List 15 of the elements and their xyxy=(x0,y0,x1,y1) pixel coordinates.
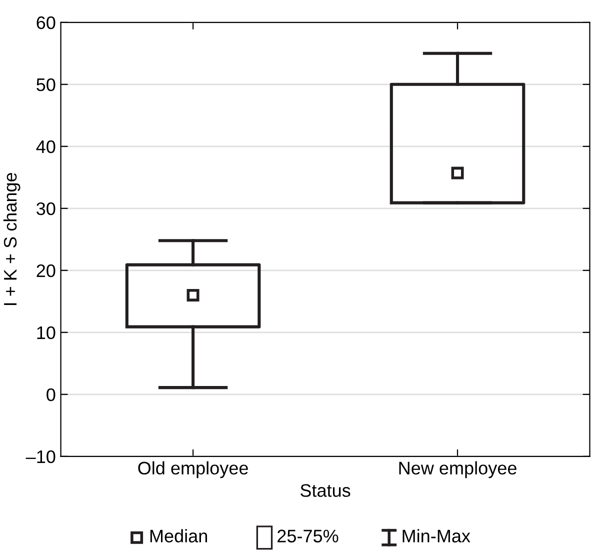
y-axis-title: I + K + S change xyxy=(3,172,20,305)
text: Min-Max xyxy=(402,529,470,542)
y-tick-label: 20 xyxy=(36,264,56,278)
x-tick-label: New employee xyxy=(399,461,516,478)
y-tick-label: –10 xyxy=(26,450,56,464)
text: Median xyxy=(150,529,208,542)
y-tick-label: 40 xyxy=(36,140,56,154)
y-tick-label: 60 xyxy=(36,16,56,30)
x-tick-label: Old employee xyxy=(138,461,248,478)
y-tick-label: 10 xyxy=(37,326,56,340)
y-tick-label: 50 xyxy=(36,78,56,92)
x-axis-title: Status xyxy=(300,484,350,497)
y-tick-label: 0 xyxy=(46,388,56,402)
text: 25-75% xyxy=(278,530,338,542)
y-tick-label: 30 xyxy=(36,202,56,216)
